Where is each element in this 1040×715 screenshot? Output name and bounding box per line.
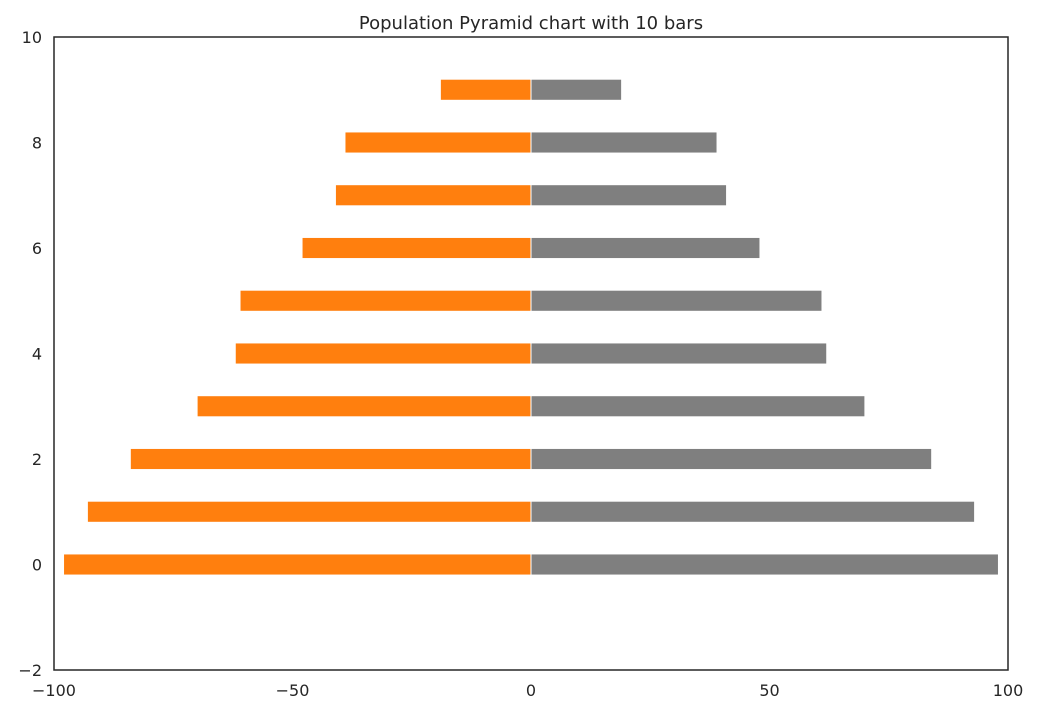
bar-right-9 [530, 78, 623, 101]
bar-right-8 [530, 131, 718, 154]
x-tick-label: 0 [526, 681, 536, 700]
bar-left-4 [234, 342, 532, 365]
bar-right-3 [530, 395, 866, 418]
y-axis: −2 0 2 4 6 8 10 [18, 28, 42, 680]
bar-right-0 [530, 553, 999, 576]
bar-right-5 [530, 289, 823, 312]
bar-left-2 [129, 447, 532, 471]
y-tick-label: 6 [32, 239, 42, 258]
y-tick-label: 0 [32, 556, 42, 575]
bar-left-3 [196, 395, 532, 418]
y-tick-label: −2 [18, 661, 42, 680]
x-axis: −100 −50 0 50 100 [32, 681, 1023, 700]
x-tick-label: −100 [32, 681, 76, 700]
bar-left-0 [63, 553, 532, 576]
bar-left-7 [334, 184, 532, 207]
bar-left-1 [86, 500, 532, 523]
bars-layer [63, 78, 999, 576]
bar-left-8 [344, 131, 532, 154]
x-tick-label: 100 [993, 681, 1024, 700]
y-tick-label: 2 [32, 450, 42, 469]
bar-right-2 [530, 447, 933, 471]
bar-right-1 [530, 500, 976, 523]
x-tick-label: 50 [759, 681, 779, 700]
bar-left-9 [439, 78, 532, 101]
y-tick-label: 10 [22, 28, 42, 47]
chart-title: Population Pyramid chart with 10 bars [359, 13, 703, 34]
bar-left-5 [239, 289, 532, 312]
bar-right-7 [530, 184, 728, 207]
bar-left-6 [301, 236, 532, 260]
plot-frame [53, 36, 1009, 671]
bar-right-6 [530, 236, 761, 260]
x-tick-label: −50 [276, 681, 310, 700]
y-tick-label: 4 [32, 345, 42, 364]
bar-right-4 [530, 342, 828, 365]
y-tick-label: 8 [32, 134, 42, 153]
